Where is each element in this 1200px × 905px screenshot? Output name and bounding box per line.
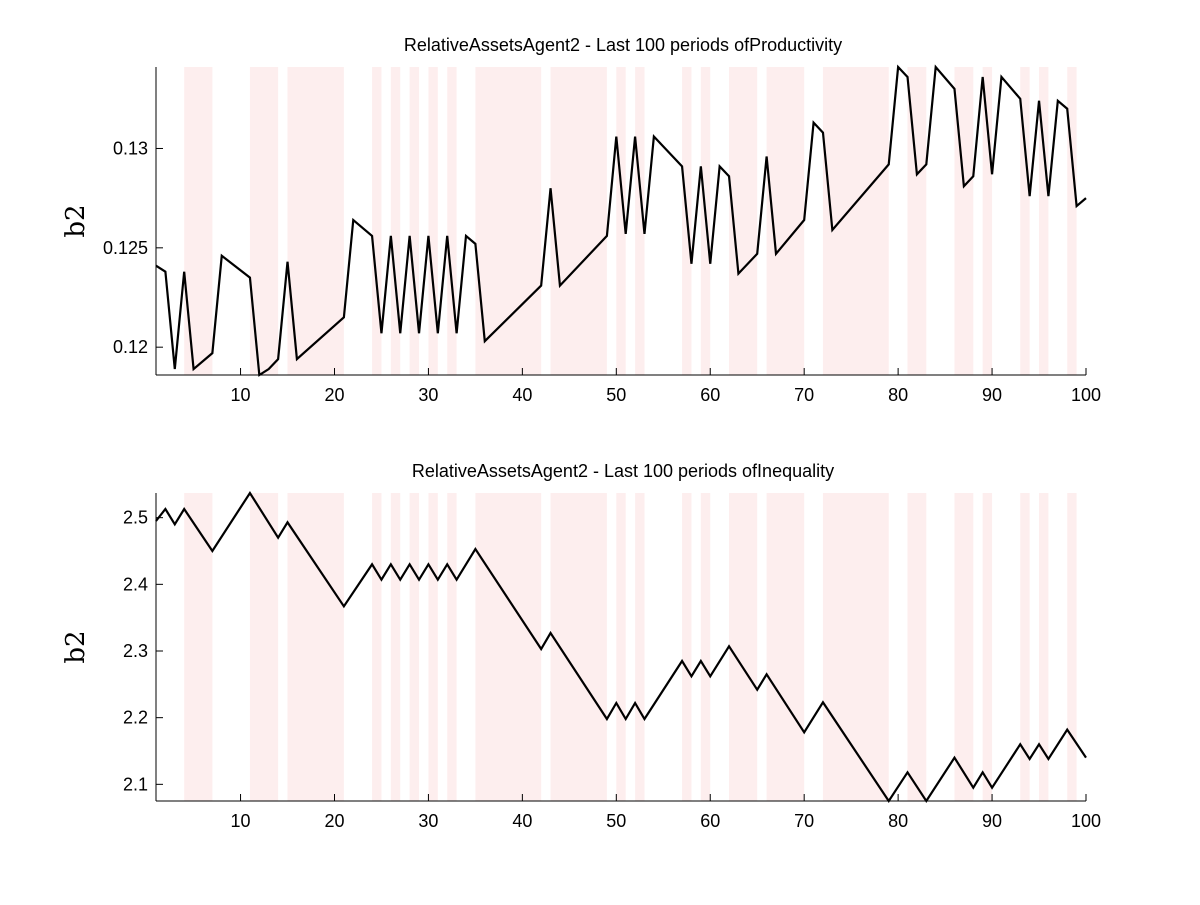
top-shaded-period [475,67,542,375]
bottom-x-tick-label: 50 [606,811,626,831]
bottom-shaded-period [822,493,889,801]
bottom-y-tick-label: 2.4 [123,574,148,594]
bottom-shaded-period [982,493,993,801]
top-shaded-period [635,67,645,375]
bottom-x-tick-label: 30 [418,811,438,831]
top-y-axis-label: b2 [61,204,91,237]
bottom-shaded-period [954,493,974,801]
bottom-shaded-period [1039,493,1049,801]
top-shaded-period [822,67,889,375]
top-shaded-period [1067,67,1077,375]
bottom-y-tick-label: 2.5 [123,508,148,528]
bottom-chart: 10 20 30 40 50 60 70 80 90 100 2.1 2.2 2.3 2.4 2.5 Rela… [61,461,1101,831]
bottom-shaded-period [1020,493,1030,801]
top-y-tick-label: 0.13 [113,138,148,158]
top-x-tick-label: 100 [1071,385,1101,405]
bottom-x-tick-label: 10 [231,811,251,831]
bottom-shaded-period [409,493,420,801]
bottom-x-tick-label: 60 [700,811,720,831]
top-x-tick-label: 30 [418,385,438,405]
top-shaded-period [550,67,607,375]
top-series-line [155,64,1087,377]
bottom-shaded-period [475,493,542,801]
top-shaded-period [287,67,344,375]
bottom-shaded-period [390,493,401,801]
bottom-series-line [155,490,1087,804]
bottom-shaded-period [616,493,626,801]
bottom-shaded-period [766,493,805,801]
bottom-shaded-period [428,493,438,801]
top-chart: 10 20 30 40 50 60 70 80 90 100 0.12 0.125 0.13 Relati… [61,35,1101,405]
top-x-tick-label: 70 [794,385,814,405]
top-shaded-period [184,67,213,375]
top-x-tick-label: 50 [606,385,626,405]
top-chart-title: RelativeAssetsAgent2 - Last 100 periods … [404,35,842,55]
top-shaded-period [428,67,438,375]
top-x-tick-label: 10 [231,385,251,405]
bottom-x-tick-label: 70 [794,811,814,831]
top-x-tick-label: 20 [324,385,344,405]
top-shaded-period [616,67,626,375]
bottom-shaded-period [287,493,344,801]
top-x-tick-label: 80 [888,385,908,405]
bottom-shaded-period [700,493,711,801]
bottom-shaded-period [372,493,382,801]
bottom-y-tick-label: 2.1 [123,774,148,794]
bottom-shaded-period [249,493,279,801]
bottom-shaded-period [447,493,457,801]
bottom-shaded-period [635,493,645,801]
bottom-x-tick-label: 40 [512,811,532,831]
bottom-shaded-period [682,493,692,801]
top-shaded-period [982,67,993,375]
bottom-y-tick-label: 2.2 [123,708,148,728]
top-shaded-period [907,67,927,375]
bottom-shaded-period [1067,493,1077,801]
top-x-tick-label: 90 [982,385,1002,405]
bottom-x-tick-label: 80 [888,811,908,831]
top-shaded-period [390,67,401,375]
bottom-x-tick-label: 20 [324,811,344,831]
bottom-x-tick-label: 100 [1071,811,1101,831]
top-shaded-period [447,67,457,375]
bottom-shaded-period [729,493,758,801]
top-y-tick-label: 0.125 [103,238,148,258]
top-x-tick-label: 40 [512,385,532,405]
top-y-tick-label: 0.12 [113,337,148,357]
top-shaded-period [409,67,420,375]
top-shaded-period [1020,67,1030,375]
top-shaded-period [1039,67,1049,375]
bottom-x-tick-label: 90 [982,811,1002,831]
bottom-chart-title: RelativeAssetsAgent2 - Last 100 periods … [412,461,834,481]
bottom-y-axis-label: b2 [61,630,91,663]
bottom-y-tick-label: 2.3 [123,641,148,661]
top-shaded-period [372,67,382,375]
top-x-tick-label: 60 [700,385,720,405]
bottom-shaded-period [907,493,927,801]
bottom-shaded-period [184,493,213,801]
